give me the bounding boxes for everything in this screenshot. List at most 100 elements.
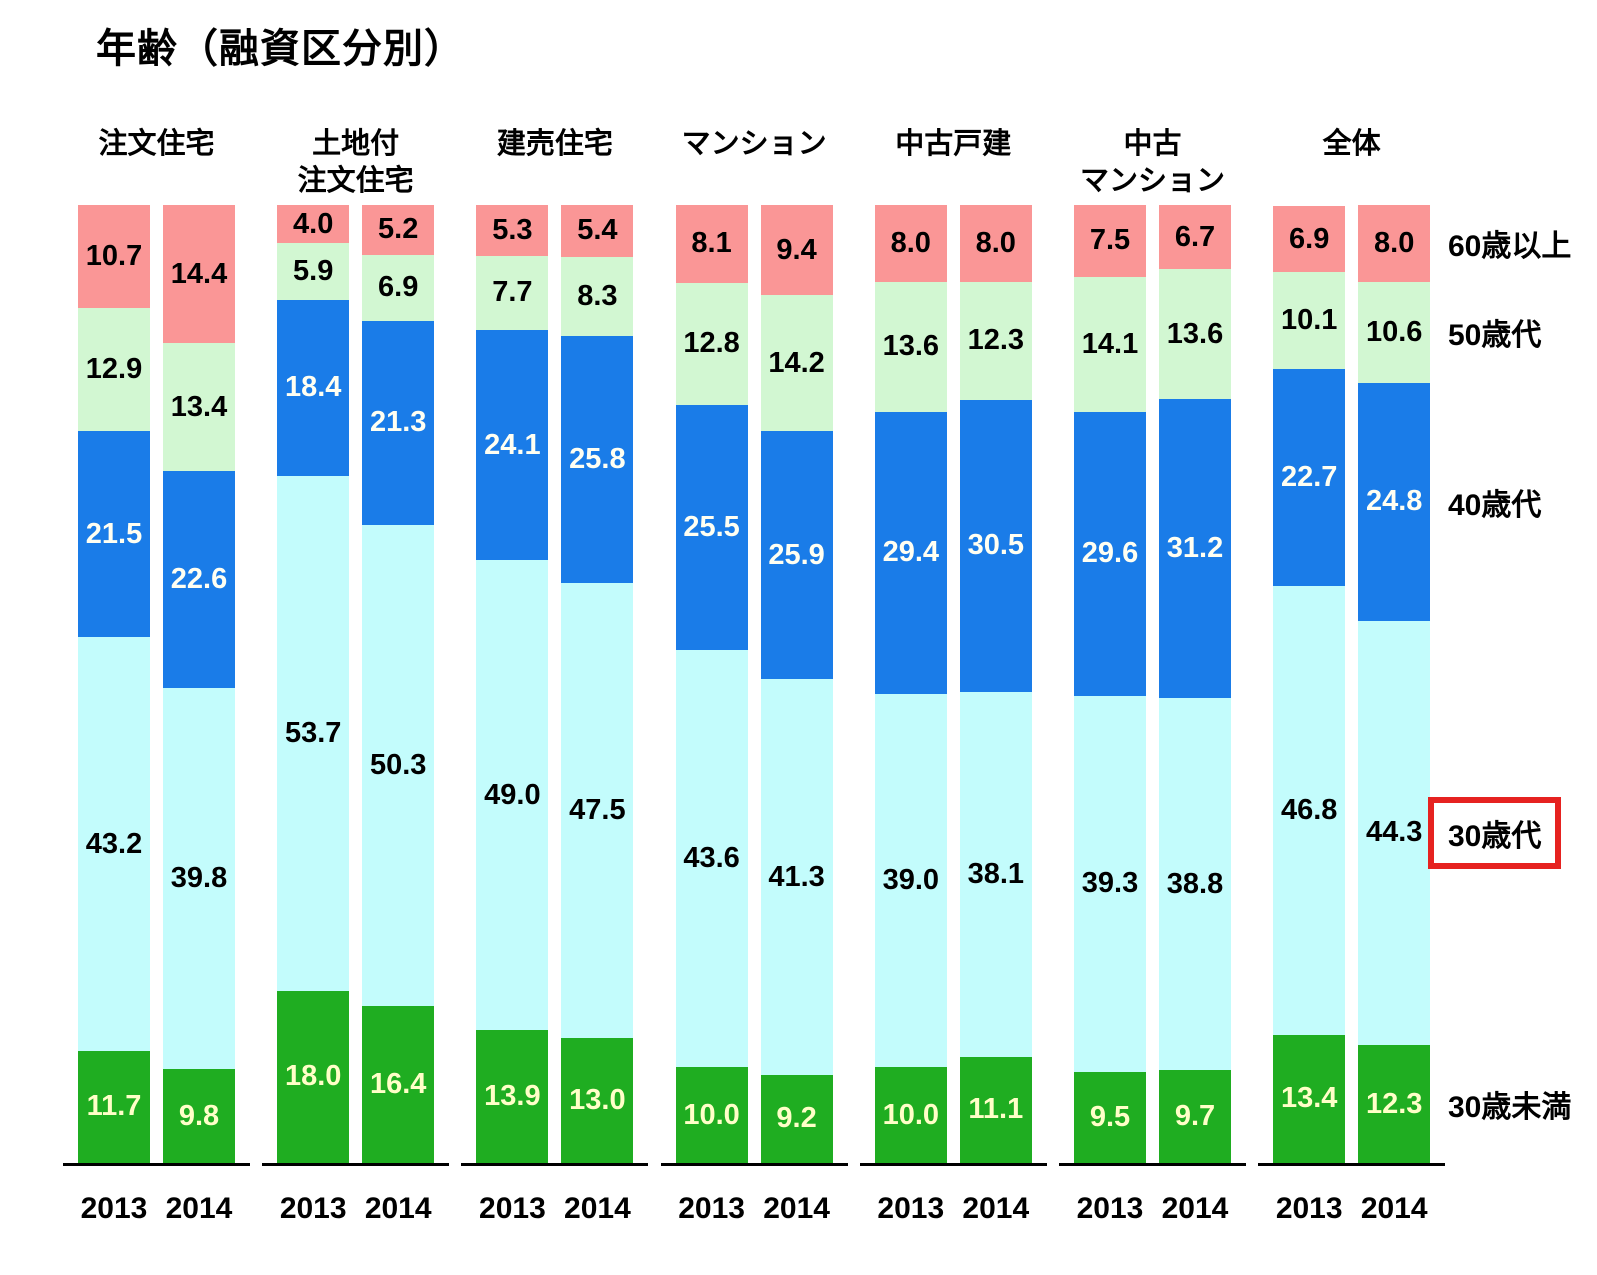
- bar-segment-50s: 14.2: [760, 295, 833, 432]
- group-header-4: マンション: [681, 128, 827, 160]
- segment-value-label: 12.3: [1365, 1087, 1423, 1120]
- segment-value-label: 9.7: [1174, 1100, 1216, 1133]
- segment-value-label: 24.8: [1365, 485, 1423, 518]
- segment-value-label: 13.6: [1166, 317, 1224, 350]
- year-label-2013: 2013: [1275, 1192, 1343, 1225]
- x-axis-line: [859, 1163, 1047, 1166]
- bar-segment-30s: 46.8: [1273, 586, 1346, 1035]
- group-header-7: 全体: [1322, 128, 1381, 160]
- segment-value-label: 4.0: [293, 207, 334, 240]
- bar-segment-40s: 29.6: [1074, 411, 1146, 696]
- segment-value-label: 46.8: [1280, 793, 1338, 826]
- segment-value-label: 7.5: [1089, 224, 1131, 257]
- stacked-bar-2014: 5.4 8.3 25.8 47.5 13.0: [561, 205, 634, 1163]
- segment-value-label: 11.1: [968, 1093, 1024, 1126]
- bar-segment-40s: 24.8: [1358, 383, 1431, 621]
- segment-value-label: 14.2: [768, 346, 825, 379]
- segment-value-label: 7.7: [492, 276, 533, 309]
- bar-segment-40s: 21.5: [78, 431, 150, 638]
- segment-value-label: 18.0: [284, 1060, 342, 1093]
- bar-segment-40s: 22.7: [1273, 368, 1346, 587]
- year-label-2013: 2013: [479, 1192, 546, 1225]
- segment-value-label: 13.9: [484, 1079, 541, 1112]
- bar-segment-under-30: 9.8: [163, 1069, 235, 1163]
- stacked-bar-2013: 4.0 5.9 18.4 53.7 18.0: [277, 205, 350, 1163]
- segment-value-label: 39.3: [1081, 867, 1139, 900]
- bar-segment-60-plus: 10.7: [78, 205, 150, 308]
- bar-segment-50s: 8.3: [561, 256, 634, 337]
- bar-segment-50s: 13.4: [163, 342, 235, 472]
- stacked-bar-2014: 9.4 14.2 25.9 41.3 9.2: [760, 205, 833, 1163]
- year-label-2013: 2013: [678, 1192, 745, 1225]
- segment-value-label: 10.7: [85, 239, 143, 272]
- year-label-2014: 2014: [763, 1192, 830, 1225]
- segment-value-label: 9.8: [178, 1099, 220, 1132]
- bar-segment-under-30: 9.7: [1159, 1070, 1231, 1163]
- x-axis-line: [1258, 1163, 1446, 1166]
- segment-value-label: 6.9: [1289, 222, 1330, 255]
- bar-segment-under-30: 10.0: [874, 1067, 947, 1163]
- bar-segment-30s: 49.0: [476, 560, 549, 1030]
- segment-value-label: 38.1: [967, 857, 1025, 890]
- segment-value-label: 13.4: [1280, 1082, 1338, 1115]
- bar-segment-60-plus: 6.7: [1159, 205, 1231, 270]
- segment-value-label: 31.2: [1166, 532, 1224, 565]
- segment-value-label: 12.9: [85, 352, 143, 385]
- bar-segment-30s: 53.7: [277, 476, 350, 991]
- segment-value-label: 5.2: [378, 213, 419, 246]
- stacked-bar-2013: 10.7 12.9 21.5 43.2 11.7: [78, 205, 150, 1163]
- bar-segment-50s: 12.3: [959, 281, 1032, 400]
- bar-segment-under-30: 9.5: [1074, 1072, 1146, 1163]
- year-label-2014: 2014: [1360, 1192, 1428, 1225]
- bar-segment-40s: 25.8: [561, 336, 634, 584]
- segment-value-label: 10.0: [882, 1098, 940, 1131]
- bar-segment-40s: 30.5: [959, 399, 1032, 692]
- year-label-2014: 2014: [962, 1192, 1030, 1225]
- bar-segment-60-plus: 8.1: [675, 205, 748, 283]
- bar-segment-60-plus: 4.0: [277, 205, 350, 244]
- segment-value-label: 9.5: [1089, 1101, 1131, 1133]
- segment-value-label: 10.0: [683, 1098, 740, 1131]
- segment-value-label: 43.6: [683, 841, 740, 874]
- bar-segment-40s: 25.9: [760, 431, 833, 680]
- stacked-bar-2014: 8.0 10.6 24.8 44.3 12.3: [1358, 205, 1431, 1163]
- bar-segment-40s: 31.2: [1159, 399, 1231, 699]
- bar-segment-50s: 13.6: [1159, 269, 1231, 400]
- segment-value-label: 29.6: [1081, 537, 1139, 570]
- segment-value-label: 53.7: [284, 716, 342, 749]
- stacked-bar-2013: 8.0 13.6 29.4 39.0 10.0: [874, 205, 947, 1163]
- bar-segment-50s: 12.9: [78, 307, 150, 432]
- bar-segment-60-plus: 8.0: [959, 205, 1032, 282]
- segment-value-label: 12.3: [967, 324, 1025, 357]
- bar-segment-under-30: 9.2: [760, 1074, 833, 1163]
- stacked-bar-2014: 6.7 13.6 31.2 38.8 9.7: [1159, 205, 1231, 1163]
- x-axis-line: [262, 1163, 450, 1166]
- segment-value-label: 47.5: [569, 794, 626, 827]
- bar-segment-50s: 12.8: [675, 282, 748, 406]
- bar-segment-60-plus: 7.5: [1074, 205, 1146, 277]
- bar-segment-30s: 39.3: [1074, 695, 1146, 1072]
- bar-segment-under-30: 13.4: [1273, 1034, 1346, 1163]
- segment-value-label: 21.3: [369, 406, 427, 439]
- bar-segment-under-30: 13.9: [476, 1029, 549, 1163]
- segment-value-label: 8.0: [890, 226, 931, 259]
- bar-segment-40s: 18.4: [277, 299, 350, 477]
- segment-value-label: 39.0: [882, 863, 940, 896]
- bar-segment-50s: 13.6: [874, 281, 947, 412]
- segment-value-label: 6.7: [1174, 220, 1216, 253]
- bar-segment-50s: 6.9: [362, 254, 435, 321]
- segment-value-label: 14.4: [170, 257, 228, 290]
- segment-value-label: 22.6: [170, 563, 228, 596]
- segment-value-label: 21.5: [85, 517, 143, 550]
- segment-value-label: 22.7: [1280, 461, 1338, 494]
- bar-segment-40s: 22.6: [163, 471, 235, 688]
- bar-segment-60-plus: 5.2: [362, 205, 435, 255]
- bar-segment-30s: 41.3: [760, 679, 833, 1075]
- segment-value-label: 5.9: [293, 255, 334, 288]
- bar-segment-30s: 50.3: [362, 524, 435, 1007]
- legend-label-40s: 40歳代: [1448, 488, 1542, 522]
- bar-segment-40s: 25.5: [675, 405, 748, 650]
- segment-value-label: 24.1: [484, 428, 541, 461]
- bar-segment-under-30: 16.4: [362, 1006, 435, 1163]
